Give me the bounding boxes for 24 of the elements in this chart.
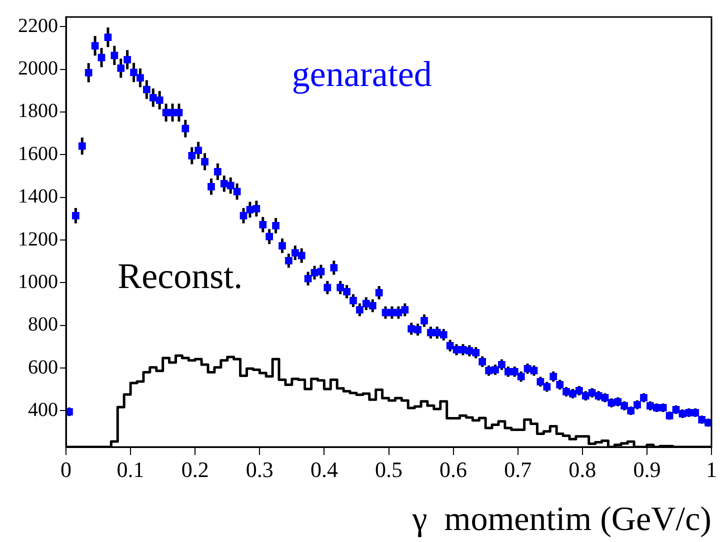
x-tick-label: 0.3 (246, 456, 274, 482)
y-tick-label: 1400 (18, 186, 58, 208)
x-tick-label: 0 (60, 456, 72, 482)
text: genarated (292, 54, 432, 94)
x-tick-label: 0.2 (181, 456, 209, 482)
y-tick-label: 2000 (18, 58, 58, 80)
x-tick-label: 0.9 (633, 456, 661, 482)
y-tick-label: 1200 (18, 228, 58, 250)
y-tick-label: 600 (28, 356, 58, 378)
y-tick-label: 2200 (18, 14, 58, 37)
y-tick-label: 1000 (18, 270, 58, 293)
x-axis-title: γ momentim (GeV/c) (411, 501, 712, 538)
x-tick-label: 0.1 (116, 456, 144, 482)
x-tick-label: 0.4 (310, 456, 338, 482)
x-tick-label: 0.5 (375, 456, 402, 482)
x-tick-label: 0.7 (504, 456, 532, 482)
series-label: Reconst. (118, 256, 243, 296)
y-tick-label: 1800 (18, 100, 58, 122)
x-tick-label: 1 (706, 456, 717, 482)
x-tick-label: 0.6 (440, 456, 468, 482)
x-tick-label: 0.8 (568, 456, 596, 482)
y-tick-label: 1600 (18, 142, 58, 165)
y-tick-label: 800 (28, 314, 58, 336)
y-tick-label: 400 (28, 398, 58, 421)
